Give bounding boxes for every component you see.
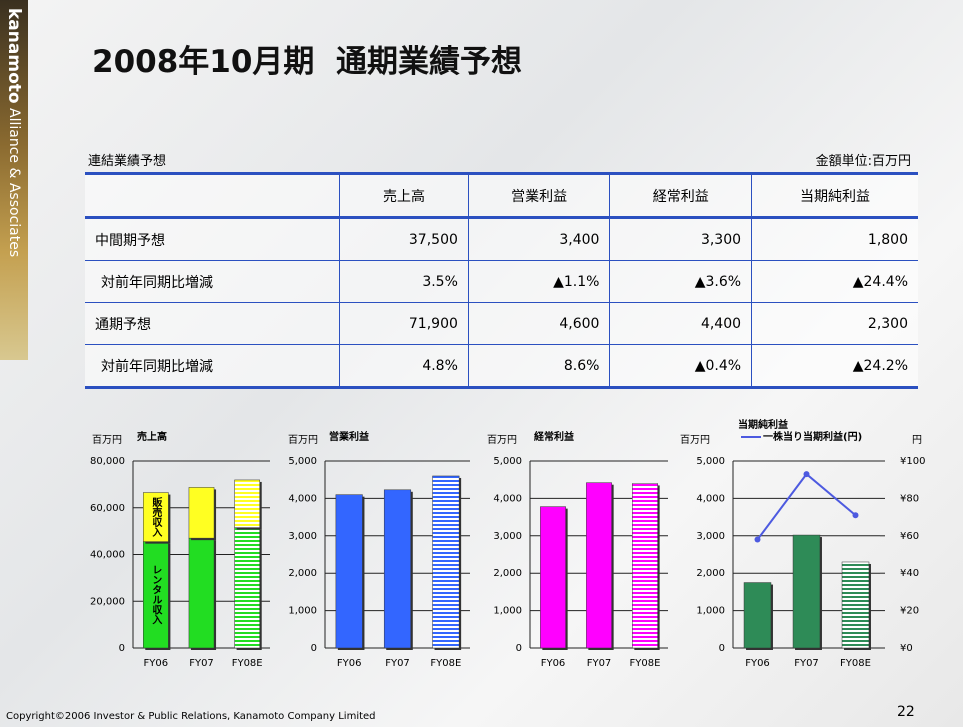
y-tick-label: 0 bbox=[719, 643, 725, 654]
y-tick-label: 5,000 bbox=[493, 456, 522, 467]
bar bbox=[586, 483, 611, 648]
x-tick-label: FY07 bbox=[587, 658, 612, 669]
y-tick-label: 60,000 bbox=[90, 503, 125, 514]
bar bbox=[793, 535, 820, 648]
bar bbox=[336, 495, 363, 648]
bar bbox=[235, 480, 260, 528]
y2-tick-label: ¥0 bbox=[900, 643, 913, 654]
chart-title: 当期純利益 bbox=[738, 418, 788, 431]
bar bbox=[744, 583, 771, 648]
y-tick-label: 0 bbox=[119, 643, 125, 654]
chart: 百万円 当期純利益 0 1,000 2,000 3,000 4,000 5,000 円 ¥0 ¥20… bbox=[680, 418, 925, 669]
x-tick-label: FY07 bbox=[385, 658, 410, 669]
y-tick-label: 3,000 bbox=[288, 531, 317, 542]
y-tick-label: 5,000 bbox=[696, 456, 725, 467]
bar bbox=[842, 562, 869, 648]
x-tick-label: FY06 bbox=[745, 658, 770, 669]
y-tick-label: 5,000 bbox=[288, 456, 317, 467]
y-tick-label: 2,000 bbox=[493, 568, 522, 579]
chart-title: 売上高 bbox=[137, 430, 167, 443]
y-tick-label: 0 bbox=[311, 643, 317, 654]
x-tick-label: FY08E bbox=[430, 658, 461, 669]
x-tick-label: FY06 bbox=[144, 658, 169, 669]
x-tick-label: FY06 bbox=[337, 658, 362, 669]
bar bbox=[189, 487, 214, 538]
bar bbox=[632, 483, 657, 648]
y-unit: 百万円 bbox=[288, 434, 318, 446]
x-tick-label: FY07 bbox=[794, 658, 819, 669]
y2-tick-label: ¥40 bbox=[900, 568, 919, 579]
y2-tick-label: ¥60 bbox=[900, 531, 919, 542]
y-tick-label: 4,000 bbox=[493, 493, 522, 504]
x-tick-label: FY06 bbox=[541, 658, 566, 669]
charts: 百万円 売上高 0 20,000 40,000 60,000 80,000 FY06 FY07 F… bbox=[0, 0, 963, 727]
line-point bbox=[755, 537, 761, 543]
bar bbox=[235, 528, 260, 648]
copyright: Copyright©2006 Investor & Public Relatio… bbox=[6, 711, 376, 722]
y-tick-label: 1,000 bbox=[696, 606, 725, 617]
bar bbox=[433, 476, 460, 648]
y-unit: 百万円 bbox=[487, 434, 517, 446]
chart-title: 営業利益 bbox=[329, 430, 369, 443]
bar bbox=[540, 507, 565, 648]
chart-title: 経常利益 bbox=[534, 430, 574, 443]
y2-tick-label: ¥100 bbox=[900, 456, 925, 467]
y-tick-label: 1,000 bbox=[288, 606, 317, 617]
y-unit: 百万円 bbox=[92, 434, 122, 446]
chart: 百万円 経常利益 0 1,000 2,000 3,000 4,000 5,000 FY06 FY0… bbox=[487, 430, 668, 669]
y-tick-label: 2,000 bbox=[288, 568, 317, 579]
y-tick-label: 3,000 bbox=[696, 531, 725, 542]
chart: 百万円営業利益 0 1,000 2,000 3,000 4,000 5,000 FY06 FY0… bbox=[288, 430, 470, 669]
line-point bbox=[804, 471, 810, 477]
series-label: 販売収入 bbox=[150, 496, 162, 538]
y-tick-label: 40,000 bbox=[90, 550, 125, 561]
x-tick-label: FY07 bbox=[189, 658, 214, 669]
x-tick-label: FY08E bbox=[232, 658, 263, 669]
legend-label: 一株当り当期利益(円) bbox=[763, 430, 862, 443]
series-label: レンタル収入 bbox=[150, 565, 162, 626]
page-number: 22 bbox=[897, 704, 915, 720]
y-tick-label: 20,000 bbox=[90, 596, 125, 607]
y2-unit: 円 bbox=[912, 435, 922, 446]
y-tick-label: 0 bbox=[516, 643, 522, 654]
y-tick-label: 3,000 bbox=[493, 531, 522, 542]
y-tick-label: 80,000 bbox=[90, 456, 125, 467]
y2-tick-label: ¥80 bbox=[900, 493, 919, 504]
bar bbox=[384, 490, 411, 648]
x-tick-label: FY08E bbox=[840, 658, 871, 669]
bar bbox=[189, 538, 214, 648]
y-unit: 百万円 bbox=[680, 434, 710, 446]
y-tick-label: 2,000 bbox=[696, 568, 725, 579]
y-tick-label: 4,000 bbox=[288, 493, 317, 504]
y-tick-label: 4,000 bbox=[696, 493, 725, 504]
chart: 百万円 売上高 0 20,000 40,000 60,000 80,000 FY06 FY07 F… bbox=[90, 430, 270, 669]
y-tick-label: 1,000 bbox=[493, 606, 522, 617]
line bbox=[758, 474, 856, 539]
y2-tick-label: ¥20 bbox=[900, 606, 919, 617]
line-point bbox=[853, 512, 859, 518]
x-tick-label: FY08E bbox=[630, 658, 661, 669]
slide: kanamoto Alliance & Associates 2008年10月期… bbox=[0, 0, 963, 727]
